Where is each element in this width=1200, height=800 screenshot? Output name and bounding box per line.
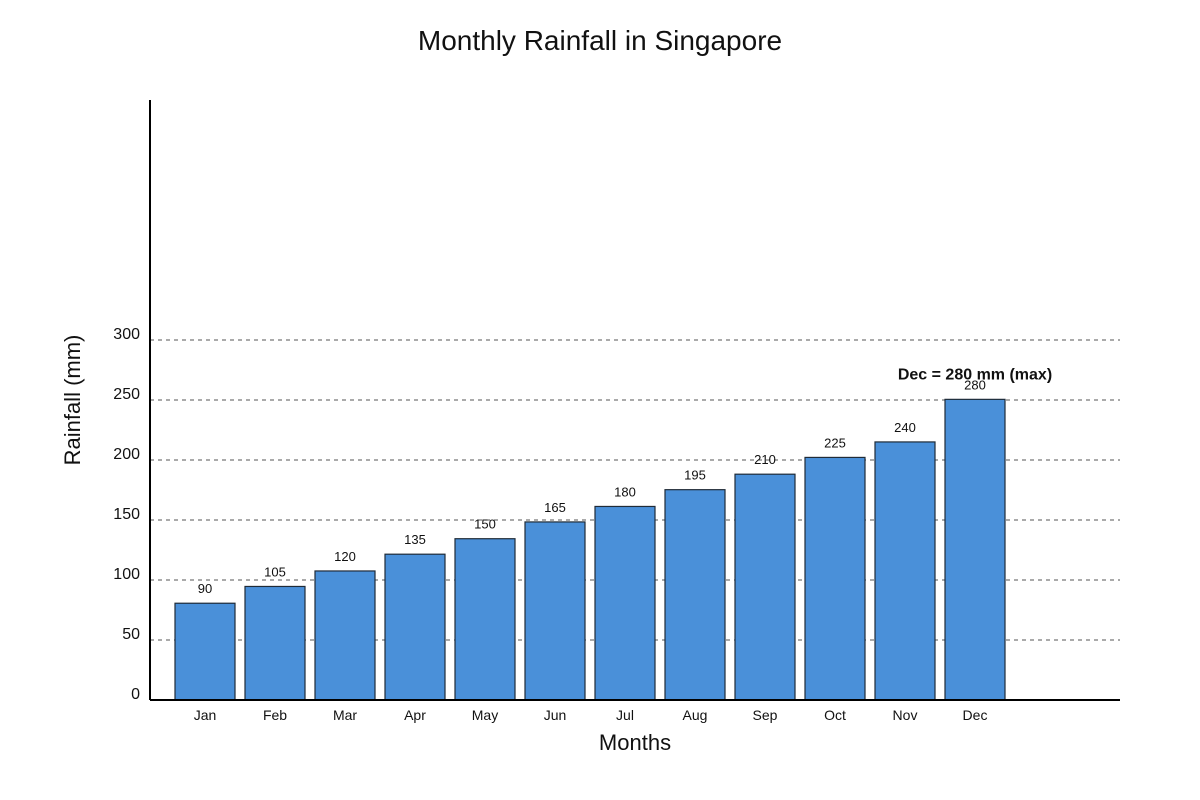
- y-tick-label: 50: [122, 626, 140, 643]
- data-label: 195: [684, 468, 706, 483]
- x-tick-label: Mar: [333, 707, 357, 723]
- bar-feb: [244, 585, 306, 701]
- bar-sep: [734, 473, 796, 701]
- bar-jun: [524, 521, 586, 701]
- y-tick-label: 0: [131, 686, 140, 703]
- data-label: 90: [198, 581, 212, 596]
- data-label: 210: [754, 452, 776, 467]
- bar-dec: [944, 398, 1006, 701]
- axes: [149, 100, 1120, 701]
- y-tick-label: 300: [113, 326, 140, 343]
- x-axis-label: Months: [599, 730, 671, 755]
- bars: [174, 398, 1006, 701]
- bar-apr: [384, 553, 446, 701]
- data-label: 240: [894, 420, 916, 435]
- y-tick-label: 200: [113, 446, 140, 463]
- bar-nov: [874, 441, 936, 701]
- x-tick-label: Oct: [824, 707, 846, 723]
- x-tick-label: Nov: [893, 707, 918, 723]
- data-label: 105: [264, 564, 286, 579]
- x-tick-label: May: [472, 707, 498, 723]
- bar-may: [454, 538, 516, 701]
- data-label: 225: [824, 435, 846, 450]
- bar-oct: [804, 456, 866, 701]
- bar-mar: [314, 570, 376, 701]
- y-axis-label: Rainfall (mm): [60, 335, 85, 466]
- bar-aug: [664, 489, 726, 701]
- data-label: 150: [474, 517, 496, 532]
- chart-title: Monthly Rainfall in Singapore: [418, 25, 782, 56]
- data-label: 280: [964, 377, 986, 392]
- data-label: 165: [544, 500, 566, 515]
- x-tick-label: Aug: [683, 707, 708, 723]
- y-tick-label: 150: [113, 506, 140, 523]
- x-tick-label: Jul: [616, 707, 634, 723]
- max-annotation: Dec = 280 mm (max): [898, 366, 1052, 383]
- x-tick-label: Feb: [263, 707, 287, 723]
- x-tick-label: Jan: [194, 707, 217, 723]
- data-label: 180: [614, 484, 636, 499]
- x-tick-label: Jun: [544, 707, 567, 723]
- y-tick-label: 250: [113, 386, 140, 403]
- labels: 0 50 100 150 200 250 300 90 Jan 105 Feb 120 Mar 135 Ap…: [113, 326, 1052, 723]
- x-tick-label: Dec: [963, 707, 988, 723]
- bar-jan: [174, 602, 236, 701]
- y-tick-label: 100: [113, 566, 140, 583]
- bar-jul: [594, 505, 656, 701]
- data-label: 135: [404, 532, 426, 547]
- x-tick-label: Sep: [753, 707, 778, 723]
- data-label: 120: [334, 549, 356, 564]
- x-tick-label: Apr: [404, 707, 426, 723]
